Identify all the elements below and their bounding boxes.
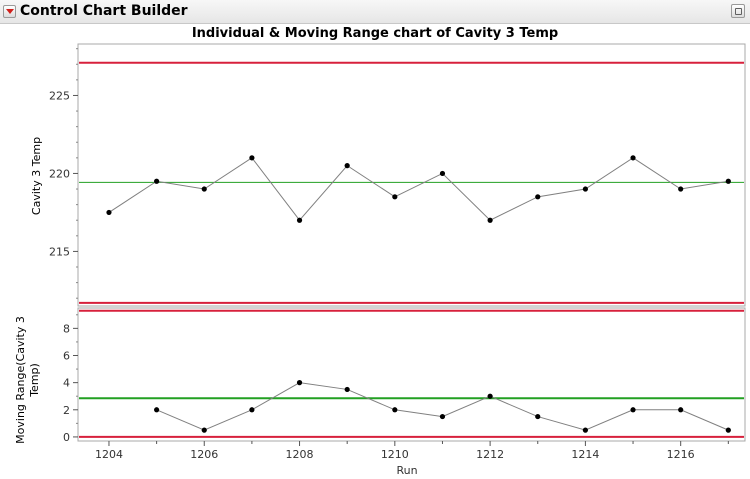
disclosure-menu-icon[interactable] xyxy=(3,5,16,18)
individuals-data-point xyxy=(392,194,398,200)
app-title: Control Chart Builder xyxy=(20,3,188,19)
individuals-series-line xyxy=(108,157,729,222)
chart-title: Individual & Moving Range chart of Cavit… xyxy=(191,26,559,41)
moving-range-data-point xyxy=(535,413,541,420)
moving-range-data-point xyxy=(392,407,398,413)
x-axis-label: Run xyxy=(396,464,417,477)
moving-range-y-tick-label: 0 xyxy=(63,431,70,444)
individuals-data-point xyxy=(249,155,255,161)
moving-range-data-point xyxy=(439,413,446,420)
data-series xyxy=(106,155,731,433)
x-tick-label: 1204 xyxy=(95,448,123,461)
individuals-data-point xyxy=(154,178,160,184)
moving-range-y-axis-label-line: Moving Range(Cavity 3 xyxy=(14,316,27,444)
individuals-data-point xyxy=(344,163,350,169)
individuals-data-point xyxy=(487,217,493,223)
individuals-data-point xyxy=(535,194,541,200)
individuals-data-point xyxy=(106,209,112,216)
individuals-data-point xyxy=(582,186,588,192)
individuals-y-tick-label: 220 xyxy=(49,167,70,180)
x-tick-label: 1212 xyxy=(476,448,504,461)
individuals-plot-frame xyxy=(77,43,746,307)
moving-range-data-point xyxy=(344,386,350,393)
moving-range-data-point xyxy=(487,393,493,399)
moving-range-data-point xyxy=(582,427,588,433)
x-tick-label: 1208 xyxy=(286,448,314,461)
plot-frames xyxy=(77,43,746,442)
moving-range-y-axis-label-line: Temp) xyxy=(28,363,41,398)
title-bar: Control Chart Builder xyxy=(0,0,750,24)
individuals-data-point xyxy=(296,217,303,223)
individuals-y-tick-label: 215 xyxy=(49,245,70,258)
moving-range-data-point xyxy=(154,407,160,413)
moving-range-data-point xyxy=(725,427,731,433)
x-tick-label: 1210 xyxy=(381,448,409,461)
individuals-y-axis-label: Cavity 3 Temp xyxy=(30,137,43,215)
moving-range-data-point xyxy=(249,407,255,413)
axis-ticks: 215 220 225 0 2 4 6 8 1204 1206 1208 1210 1212 1214 12… xyxy=(49,48,729,461)
moving-range-plot-frame xyxy=(77,307,746,442)
individuals-y-tick-label: 225 xyxy=(49,89,70,102)
moving-range-data-point xyxy=(630,407,636,413)
individuals-data-point xyxy=(725,178,731,184)
individuals-data-point xyxy=(439,170,446,177)
moving-range-y-tick-label: 8 xyxy=(63,322,70,335)
x-tick-label: 1216 xyxy=(667,448,695,461)
individuals-data-point xyxy=(630,155,636,161)
x-tick-label: 1214 xyxy=(571,448,599,461)
moving-range-y-tick-label: 6 xyxy=(63,350,70,363)
pin-icon[interactable] xyxy=(731,4,745,18)
individuals-data-point xyxy=(201,186,207,192)
control-limit-lines xyxy=(79,61,744,438)
moving-range-series-line xyxy=(156,382,729,431)
moving-range-data-point xyxy=(296,380,303,386)
moving-range-y-axis-label: Moving Range(Cavity 3Temp) xyxy=(14,316,41,444)
moving-range-data-point xyxy=(201,427,207,433)
moving-range-y-tick-label: 2 xyxy=(63,404,70,417)
x-tick-label: 1206 xyxy=(190,448,218,461)
moving-range-data-point xyxy=(678,407,684,413)
moving-range-y-tick-label: 4 xyxy=(63,377,70,390)
individuals-data-point xyxy=(678,186,684,192)
